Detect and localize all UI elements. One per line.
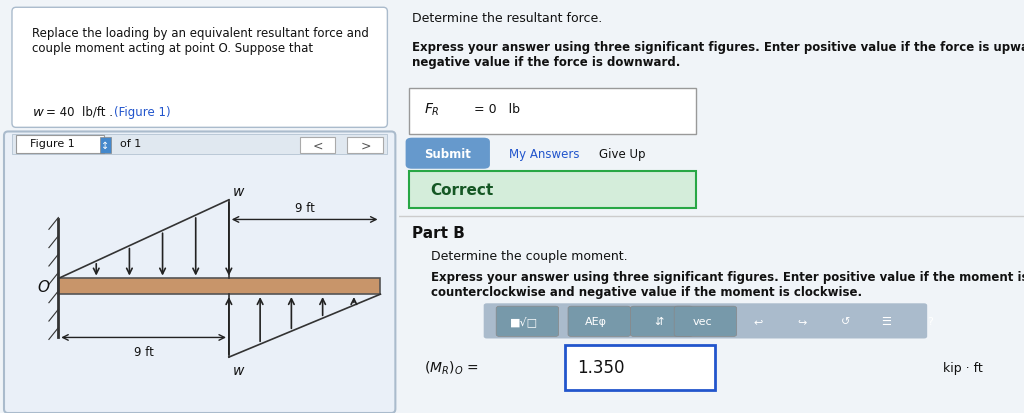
Polygon shape: [58, 279, 381, 294]
Text: = 0   lb: = 0 lb: [474, 103, 520, 116]
Text: 1.350: 1.350: [578, 358, 625, 377]
Text: vec: vec: [692, 316, 712, 326]
FancyBboxPatch shape: [406, 138, 489, 169]
Text: Express your answer using three significant figures. Enter positive value if the: Express your answer using three signific…: [430, 271, 1024, 299]
FancyBboxPatch shape: [565, 345, 715, 390]
Text: Figure 1: Figure 1: [30, 139, 75, 149]
Text: = 40  lb/ft .: = 40 lb/ft .: [46, 105, 117, 118]
FancyBboxPatch shape: [409, 171, 696, 209]
Text: ↺: ↺: [842, 316, 851, 326]
Text: ↪: ↪: [798, 316, 807, 326]
FancyBboxPatch shape: [100, 138, 111, 153]
FancyBboxPatch shape: [299, 138, 336, 153]
Text: $w$: $w$: [32, 105, 45, 118]
FancyBboxPatch shape: [483, 304, 927, 339]
Text: My Answers: My Answers: [509, 147, 580, 160]
Text: ☰: ☰: [882, 316, 892, 326]
Text: >: >: [360, 139, 371, 152]
FancyBboxPatch shape: [674, 306, 736, 337]
FancyBboxPatch shape: [16, 136, 103, 154]
Text: ■√□: ■√□: [510, 316, 539, 326]
FancyBboxPatch shape: [568, 306, 631, 337]
FancyBboxPatch shape: [4, 132, 395, 413]
Text: AEφ: AEφ: [585, 316, 607, 326]
Text: of 1: of 1: [120, 139, 141, 149]
Text: Submit: Submit: [424, 147, 471, 160]
Text: 9 ft: 9 ft: [295, 201, 314, 214]
Text: Correct: Correct: [430, 183, 494, 197]
Text: $(M_R)_O$ =: $(M_R)_O$ =: [424, 359, 479, 376]
FancyBboxPatch shape: [12, 8, 387, 128]
Text: 9 ft: 9 ft: [134, 345, 154, 358]
Text: Part B: Part B: [412, 225, 465, 240]
Text: Replace the loading by an equivalent resultant force and
couple moment acting at: Replace the loading by an equivalent res…: [32, 27, 369, 55]
Text: ?: ?: [928, 316, 933, 326]
FancyBboxPatch shape: [347, 138, 383, 153]
Text: O: O: [37, 279, 49, 294]
FancyBboxPatch shape: [497, 306, 559, 337]
Text: w: w: [232, 363, 244, 377]
FancyBboxPatch shape: [409, 89, 696, 134]
FancyBboxPatch shape: [631, 306, 693, 337]
FancyBboxPatch shape: [12, 134, 387, 155]
Text: ↕: ↕: [101, 140, 110, 150]
Text: ↩: ↩: [754, 316, 763, 326]
Text: w: w: [232, 184, 244, 198]
Text: <: <: [312, 139, 323, 152]
Text: Determine the couple moment.: Determine the couple moment.: [430, 250, 628, 263]
Text: ⇵: ⇵: [654, 316, 664, 326]
Text: Determine the resultant force.: Determine the resultant force.: [412, 12, 602, 25]
Text: Give Up: Give Up: [599, 147, 646, 160]
Text: $F_R$: $F_R$: [424, 101, 440, 118]
Text: Express your answer using three significant figures. Enter positive value if the: Express your answer using three signific…: [412, 41, 1024, 69]
Text: kip · ft: kip · ft: [943, 361, 983, 374]
Text: (Figure 1): (Figure 1): [114, 105, 170, 118]
